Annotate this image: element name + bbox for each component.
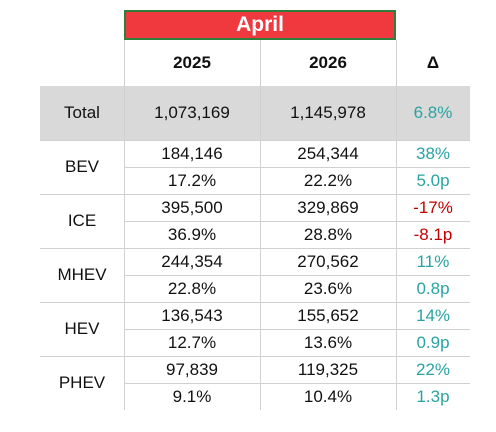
group-divider	[40, 140, 470, 141]
cell: 10.4%	[303, 386, 353, 406]
cell: -17%	[413, 197, 453, 217]
cell: 11%	[416, 251, 450, 271]
cell: 136,543	[161, 305, 223, 325]
column-header: 2025	[173, 53, 211, 72]
row-label: Total	[64, 103, 100, 122]
group-divider	[40, 248, 470, 249]
column-divider	[260, 40, 261, 410]
group-label: PHEV	[58, 373, 106, 392]
cell: 244,354	[161, 251, 223, 271]
cell: 329,869	[297, 197, 359, 217]
row-divider	[124, 329, 470, 330]
group-label: HEV	[64, 319, 100, 338]
cell: 1.3p	[416, 386, 450, 406]
cell: 254,344	[297, 143, 359, 163]
cell: 17.2%	[167, 170, 217, 190]
group-label: MHEV	[57, 265, 107, 284]
cell: 23.6%	[303, 278, 353, 298]
cell: 22.2%	[303, 170, 353, 190]
group-divider	[40, 302, 470, 303]
column-divider	[396, 40, 397, 410]
cell: 36.9%	[167, 224, 217, 244]
total-cell: 1,145,978	[290, 103, 366, 122]
title: April	[124, 10, 396, 40]
cell: 97,839	[166, 359, 218, 379]
cell: 14%	[415, 305, 451, 325]
column-header: Δ	[426, 53, 440, 72]
cell: 270,562	[297, 251, 359, 271]
cell: 0.8p	[416, 278, 450, 298]
cell: -8.1p	[413, 224, 453, 244]
total-cell: 6.8%	[413, 103, 453, 122]
row-divider	[124, 167, 470, 168]
row-divider	[124, 383, 470, 384]
cell: 28.8%	[303, 224, 353, 244]
row-divider	[124, 275, 470, 276]
cell: 119,325	[297, 359, 359, 379]
cell: 13.6%	[303, 332, 353, 352]
group-label: BEV	[64, 157, 100, 176]
cell: 12.7%	[167, 332, 217, 352]
row-divider	[124, 221, 470, 222]
total-background	[40, 86, 470, 140]
total-cell: 1,073,169	[154, 103, 230, 122]
group-label: ICE	[67, 211, 97, 230]
column-divider	[124, 40, 125, 410]
cell: 22%	[415, 359, 451, 379]
cell: 9.1%	[172, 386, 212, 406]
cell: 395,500	[161, 197, 223, 217]
cell: 5.0p	[416, 170, 450, 190]
cell: 38%	[415, 143, 451, 163]
group-divider	[40, 356, 470, 357]
cell: 184,146	[161, 143, 223, 163]
cell: 22.8%	[167, 278, 217, 298]
cell: 0.9p	[416, 332, 450, 352]
group-divider	[40, 194, 470, 195]
column-header: 2026	[309, 53, 347, 72]
cell: 155,652	[297, 305, 359, 325]
